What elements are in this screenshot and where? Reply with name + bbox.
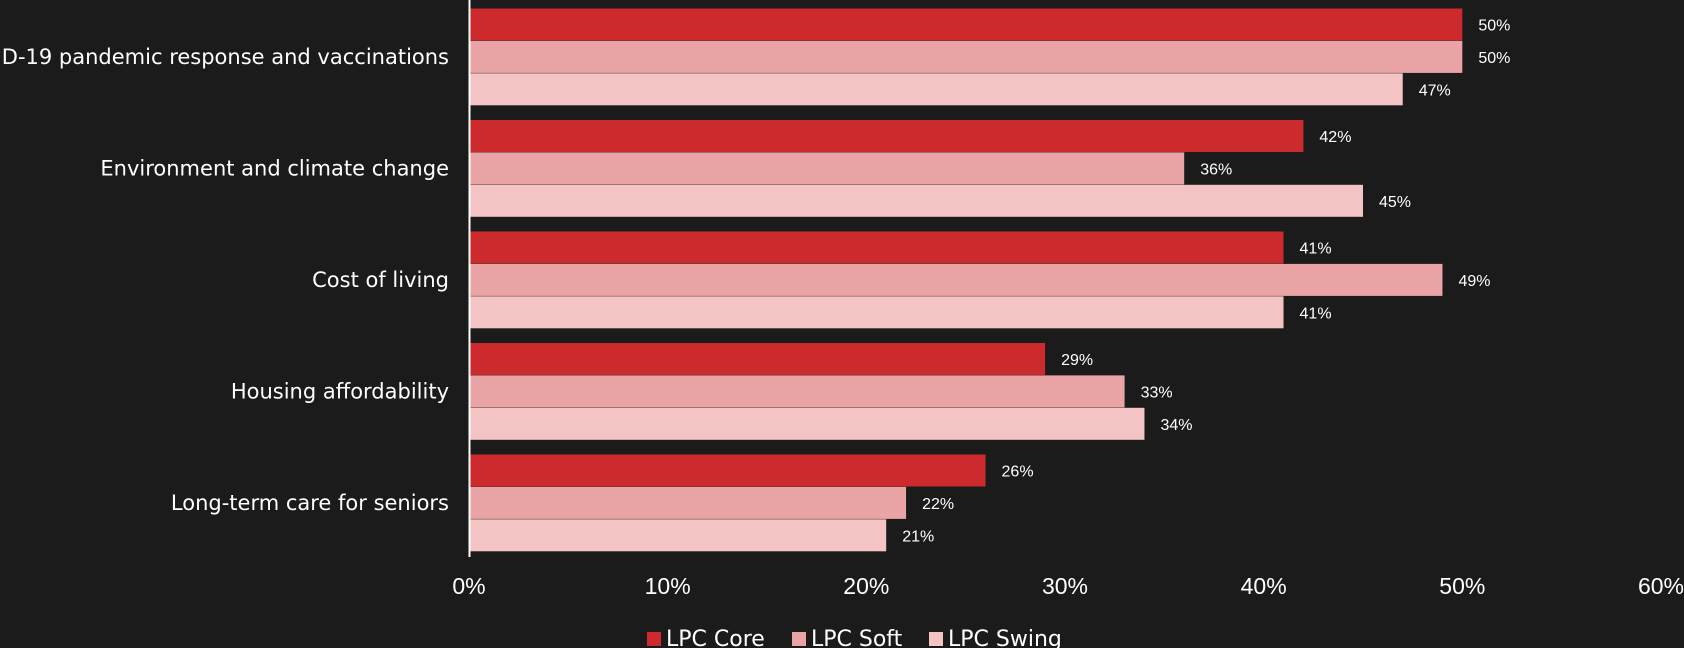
bar-lpc-swing-3 <box>469 407 1145 440</box>
bar-lpc-core-0 <box>469 8 1463 41</box>
bar-lpc-soft-1 <box>469 152 1185 185</box>
bar-lpc-swing-4 <box>469 519 887 552</box>
bar-lpc-soft-2 <box>469 263 1443 296</box>
category-label: COVID-19 pandemic response and vaccinati… <box>0 45 449 69</box>
data-label: 22% <box>922 496 954 513</box>
data-labels-group: 50% 50% 47% 42% 36% 45% 41% 49% 41% 29% 33% 34% 26% 2… <box>902 18 1510 546</box>
bars-group <box>469 8 1463 552</box>
x-axis-tick-labels: 0% 10% 20% 30% 40% 50% 60% <box>452 573 1684 599</box>
bar-lpc-swing-2 <box>469 296 1284 329</box>
legend-swatch <box>929 632 943 646</box>
bar-lpc-soft-4 <box>469 486 907 519</box>
data-label: 36% <box>1200 161 1232 178</box>
x-tick-label: 0% <box>452 573 485 599</box>
bar-lpc-core-3 <box>469 343 1046 375</box>
category-label: Housing affordability <box>231 379 449 403</box>
legend-swatch <box>792 632 806 646</box>
legend-swatch <box>647 632 661 646</box>
legend: LPC Core LPC Soft LPC Swing <box>647 627 1062 648</box>
data-label: 26% <box>1002 464 1034 481</box>
data-label: 42% <box>1319 129 1351 146</box>
category-labels-group: COVID-19 pandemic response and vaccinati… <box>0 45 449 515</box>
bar-lpc-swing-0 <box>469 73 1403 106</box>
legend-label: LPC Swing <box>948 627 1062 648</box>
category-label: Long-term care for seniors <box>171 491 449 515</box>
category-label: Cost of living <box>312 268 449 292</box>
x-tick-label: 20% <box>843 573 889 599</box>
bar-lpc-core-2 <box>469 231 1284 264</box>
data-label: 34% <box>1160 417 1192 434</box>
bar-lpc-core-4 <box>469 454 986 487</box>
legend-label: LPC Core <box>666 627 765 648</box>
x-tick-label: 30% <box>1042 573 1088 599</box>
category-label: Environment and climate change <box>100 156 449 180</box>
x-tick-label: 60% <box>1638 573 1684 599</box>
data-label: 41% <box>1300 305 1332 322</box>
data-label: 50% <box>1478 18 1510 35</box>
bar-lpc-soft-0 <box>469 40 1463 73</box>
data-label: 41% <box>1300 241 1332 258</box>
data-label: 33% <box>1141 384 1173 401</box>
data-label: 45% <box>1379 194 1411 211</box>
data-label: 29% <box>1061 352 1093 369</box>
bar-lpc-core-1 <box>469 120 1304 152</box>
data-label: 49% <box>1458 273 1490 290</box>
data-label: 50% <box>1478 50 1510 67</box>
data-label: 21% <box>902 528 934 545</box>
x-tick-label: 50% <box>1439 573 1485 599</box>
x-tick-label: 40% <box>1241 573 1287 599</box>
data-label: 47% <box>1419 82 1451 99</box>
x-tick-label: 10% <box>645 573 691 599</box>
legend-label: LPC Soft <box>811 627 903 648</box>
bar-lpc-swing-1 <box>469 184 1363 217</box>
bar-lpc-soft-3 <box>469 375 1125 408</box>
